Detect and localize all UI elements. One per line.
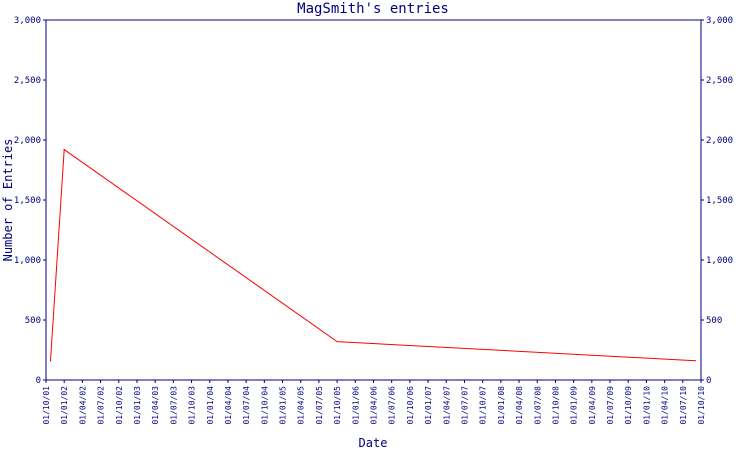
y-tick-label-right: 1,500: [706, 196, 733, 206]
x-tick-label: 01/07/08: [533, 386, 542, 425]
x-tick-label: 01/04/08: [515, 386, 524, 425]
x-tick-label: 01/10/08: [551, 386, 560, 425]
y-tick-label-left: 1,500: [14, 196, 41, 206]
y-tick-label-right: 1,000: [706, 256, 733, 266]
y-tick-label-left: 1,000: [14, 256, 41, 266]
y-tick-label-left: 2,500: [14, 76, 41, 86]
x-tick-label: 01/07/05: [315, 386, 324, 425]
y-tick-label-right: 3,000: [706, 16, 733, 26]
series-group: [49, 148, 697, 362]
x-tick-label: 01/04/06: [370, 386, 379, 425]
x-tick-label: 01/07/04: [242, 386, 251, 425]
x-tick-label: 01/01/04: [206, 386, 215, 425]
y-axis-label: Number of Entries: [1, 139, 15, 262]
y-tick-label-right: 500: [706, 316, 722, 326]
data-point: [336, 341, 338, 343]
x-tick-label: 01/10/06: [406, 386, 415, 425]
x-axis-label: Date: [359, 436, 388, 450]
data-point: [49, 360, 52, 362]
x-tick-label: 01/07/06: [388, 386, 397, 425]
x-tick-label: 01/10/10: [697, 386, 706, 425]
x-tick-label: 01/04/03: [151, 386, 160, 425]
ticks: 0 0 500 500 1,000 1,000 1,500 1,500 2,000 2,000 2,…: [14, 16, 733, 425]
x-tick-label: 01/10/03: [188, 386, 197, 425]
data-point: [63, 149, 65, 151]
x-tick-label: 01/10/01: [42, 386, 51, 425]
x-tick-label: 01/04/05: [297, 386, 306, 425]
y-tick-label-left: 500: [25, 316, 41, 326]
x-tick-label: 01/04/07: [442, 386, 451, 425]
chart-title: MagSmith's entries: [297, 1, 449, 17]
x-tick-label: 01/04/09: [588, 386, 597, 425]
x-tick-label: 01/10/07: [479, 386, 488, 425]
x-tick-label: 01/01/06: [351, 386, 360, 425]
x-tick-label: 01/10/04: [260, 386, 269, 425]
x-tick-label: 01/10/02: [115, 386, 124, 425]
x-tick-label: 01/01/02: [60, 386, 69, 425]
x-tick-label: 01/07/02: [97, 386, 106, 425]
y-tick-label-right: 2,000: [706, 136, 733, 146]
axes: [45, 19, 702, 381]
data-point: [694, 360, 697, 362]
x-tick-label: 01/10/09: [624, 386, 633, 425]
x-tick-label: 01/01/07: [424, 386, 433, 425]
y-tick-label-left: 2,000: [14, 136, 41, 146]
series-line: [50, 148, 696, 362]
x-tick-label: 01/04/02: [78, 386, 87, 425]
x-tick-label: 01/07/03: [169, 386, 178, 425]
x-tick-label: 01/01/09: [570, 386, 579, 425]
x-tick-label: 01/07/07: [460, 386, 469, 425]
x-tick-label: 01/04/10: [661, 386, 670, 425]
x-tick-label: 01/04/04: [224, 386, 233, 425]
x-tick-label: 01/10/05: [333, 386, 342, 425]
x-tick-label: 01/01/08: [497, 386, 506, 425]
x-tick-label: 01/07/10: [679, 386, 688, 425]
x-tick-label: 01/01/05: [279, 386, 288, 425]
y-tick-label-right: 2,500: [706, 76, 733, 86]
x-tick-label: 01/01/10: [642, 386, 651, 425]
y-tick-label-left: 3,000: [14, 16, 41, 26]
x-tick-label: 01/07/09: [606, 386, 615, 425]
y-tick-label-left: 0: [36, 376, 41, 386]
y-tick-label-right: 0: [706, 376, 711, 386]
x-tick-label: 01/01/03: [133, 386, 142, 425]
